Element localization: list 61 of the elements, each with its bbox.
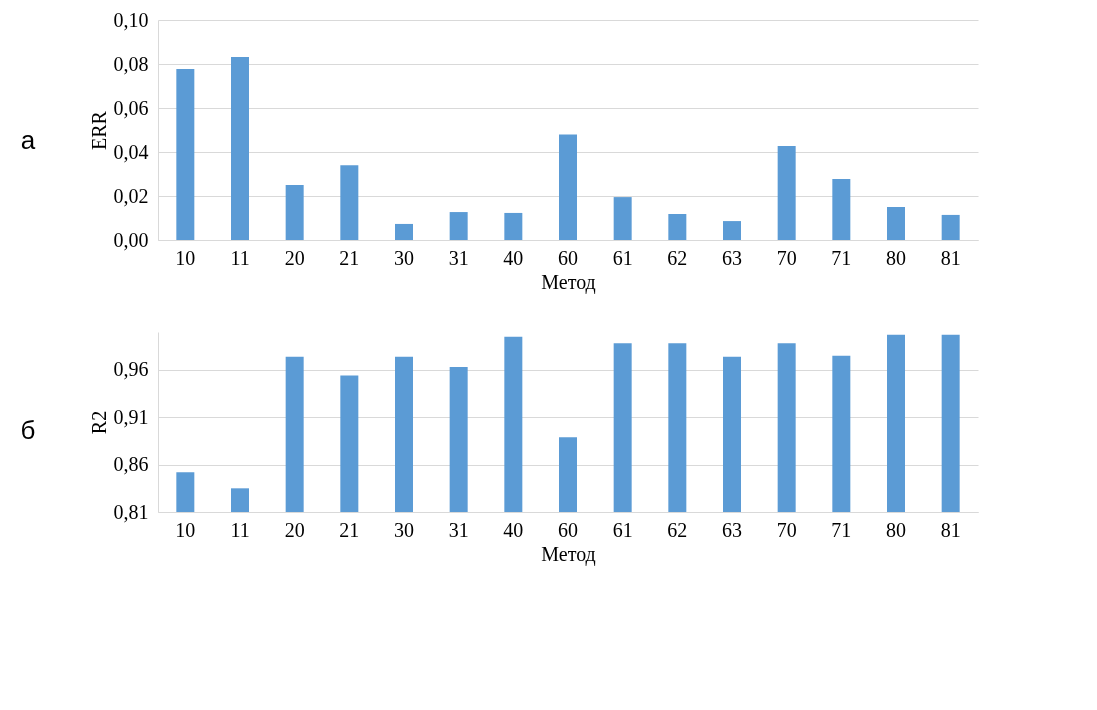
x-tick-label: 63 xyxy=(722,518,742,541)
y-tick-label: 0,96 xyxy=(113,358,149,381)
x-tick-label: 81 xyxy=(940,518,961,541)
x-tick-label: 31 xyxy=(448,518,469,541)
y-axis-title: ERR xyxy=(87,110,110,150)
bar xyxy=(668,214,687,240)
bar xyxy=(504,212,523,240)
x-tick-label: 21 xyxy=(339,246,360,269)
x-tick-label: 40 xyxy=(503,246,524,269)
x-tick-label: 30 xyxy=(394,518,414,541)
bar xyxy=(613,197,632,240)
y-tick-label: 0,04 xyxy=(113,140,149,163)
bar xyxy=(941,214,960,240)
text: б xyxy=(20,415,36,445)
x-tick-label: 61 xyxy=(612,518,633,541)
x-axis-title: Метод xyxy=(541,542,596,566)
x-tick-label: 10 xyxy=(175,518,196,541)
y-tick-label: 0,10 xyxy=(113,8,149,31)
x-tick-label: 61 xyxy=(612,246,633,269)
bar xyxy=(559,134,577,240)
x-tick-label: 10 xyxy=(175,246,196,269)
bar xyxy=(723,221,741,240)
bar xyxy=(340,165,359,240)
y-tick-label: 0,91 xyxy=(113,405,149,428)
y-tick-label: 0,06 xyxy=(113,96,149,119)
x-tick-label: 30 xyxy=(394,246,414,269)
y-tick-label: 0,86 xyxy=(113,453,149,476)
y-tick-label: 0,00 xyxy=(113,228,149,251)
x-tick-label: 70 xyxy=(776,246,797,269)
y-tick-label: 0,81 xyxy=(113,500,149,523)
bar xyxy=(285,185,304,240)
y-tick-label: 0,08 xyxy=(113,52,149,75)
x-tick-label: 80 xyxy=(886,246,906,269)
x-tick-label: 40 xyxy=(503,518,524,541)
x-tick-label: 21 xyxy=(339,518,360,541)
y-tick-label: 0,02 xyxy=(113,184,149,207)
x-tick-label: 20 xyxy=(284,246,305,269)
x-tick-label: 62 xyxy=(667,246,688,269)
y-axis-title: R2 xyxy=(87,410,110,435)
x-tick-label: 81 xyxy=(940,246,961,269)
bar xyxy=(832,179,851,240)
x-tick-label: 62 xyxy=(667,518,688,541)
x-tick-label: 63 xyxy=(722,246,742,269)
bar xyxy=(176,69,195,240)
bar xyxy=(777,146,796,240)
x-tick-label: 11 xyxy=(230,518,250,541)
x-tick-label: 71 xyxy=(831,246,852,269)
x-tick-label: 60 xyxy=(558,518,578,541)
bar xyxy=(395,223,413,240)
bar xyxy=(449,212,468,240)
bar xyxy=(887,207,905,240)
x-tick-label: 80 xyxy=(886,518,906,541)
x-tick-label: 31 xyxy=(448,246,469,269)
x-tick-label: 60 xyxy=(558,246,578,269)
x-axis-title: Метод xyxy=(541,270,596,294)
bar xyxy=(231,56,249,240)
x-tick-label: 71 xyxy=(831,518,852,541)
x-tick-label: 70 xyxy=(776,518,797,541)
text: а xyxy=(20,125,36,155)
x-tick-label: 20 xyxy=(284,518,305,541)
x-tick-label: 11 xyxy=(230,246,250,269)
